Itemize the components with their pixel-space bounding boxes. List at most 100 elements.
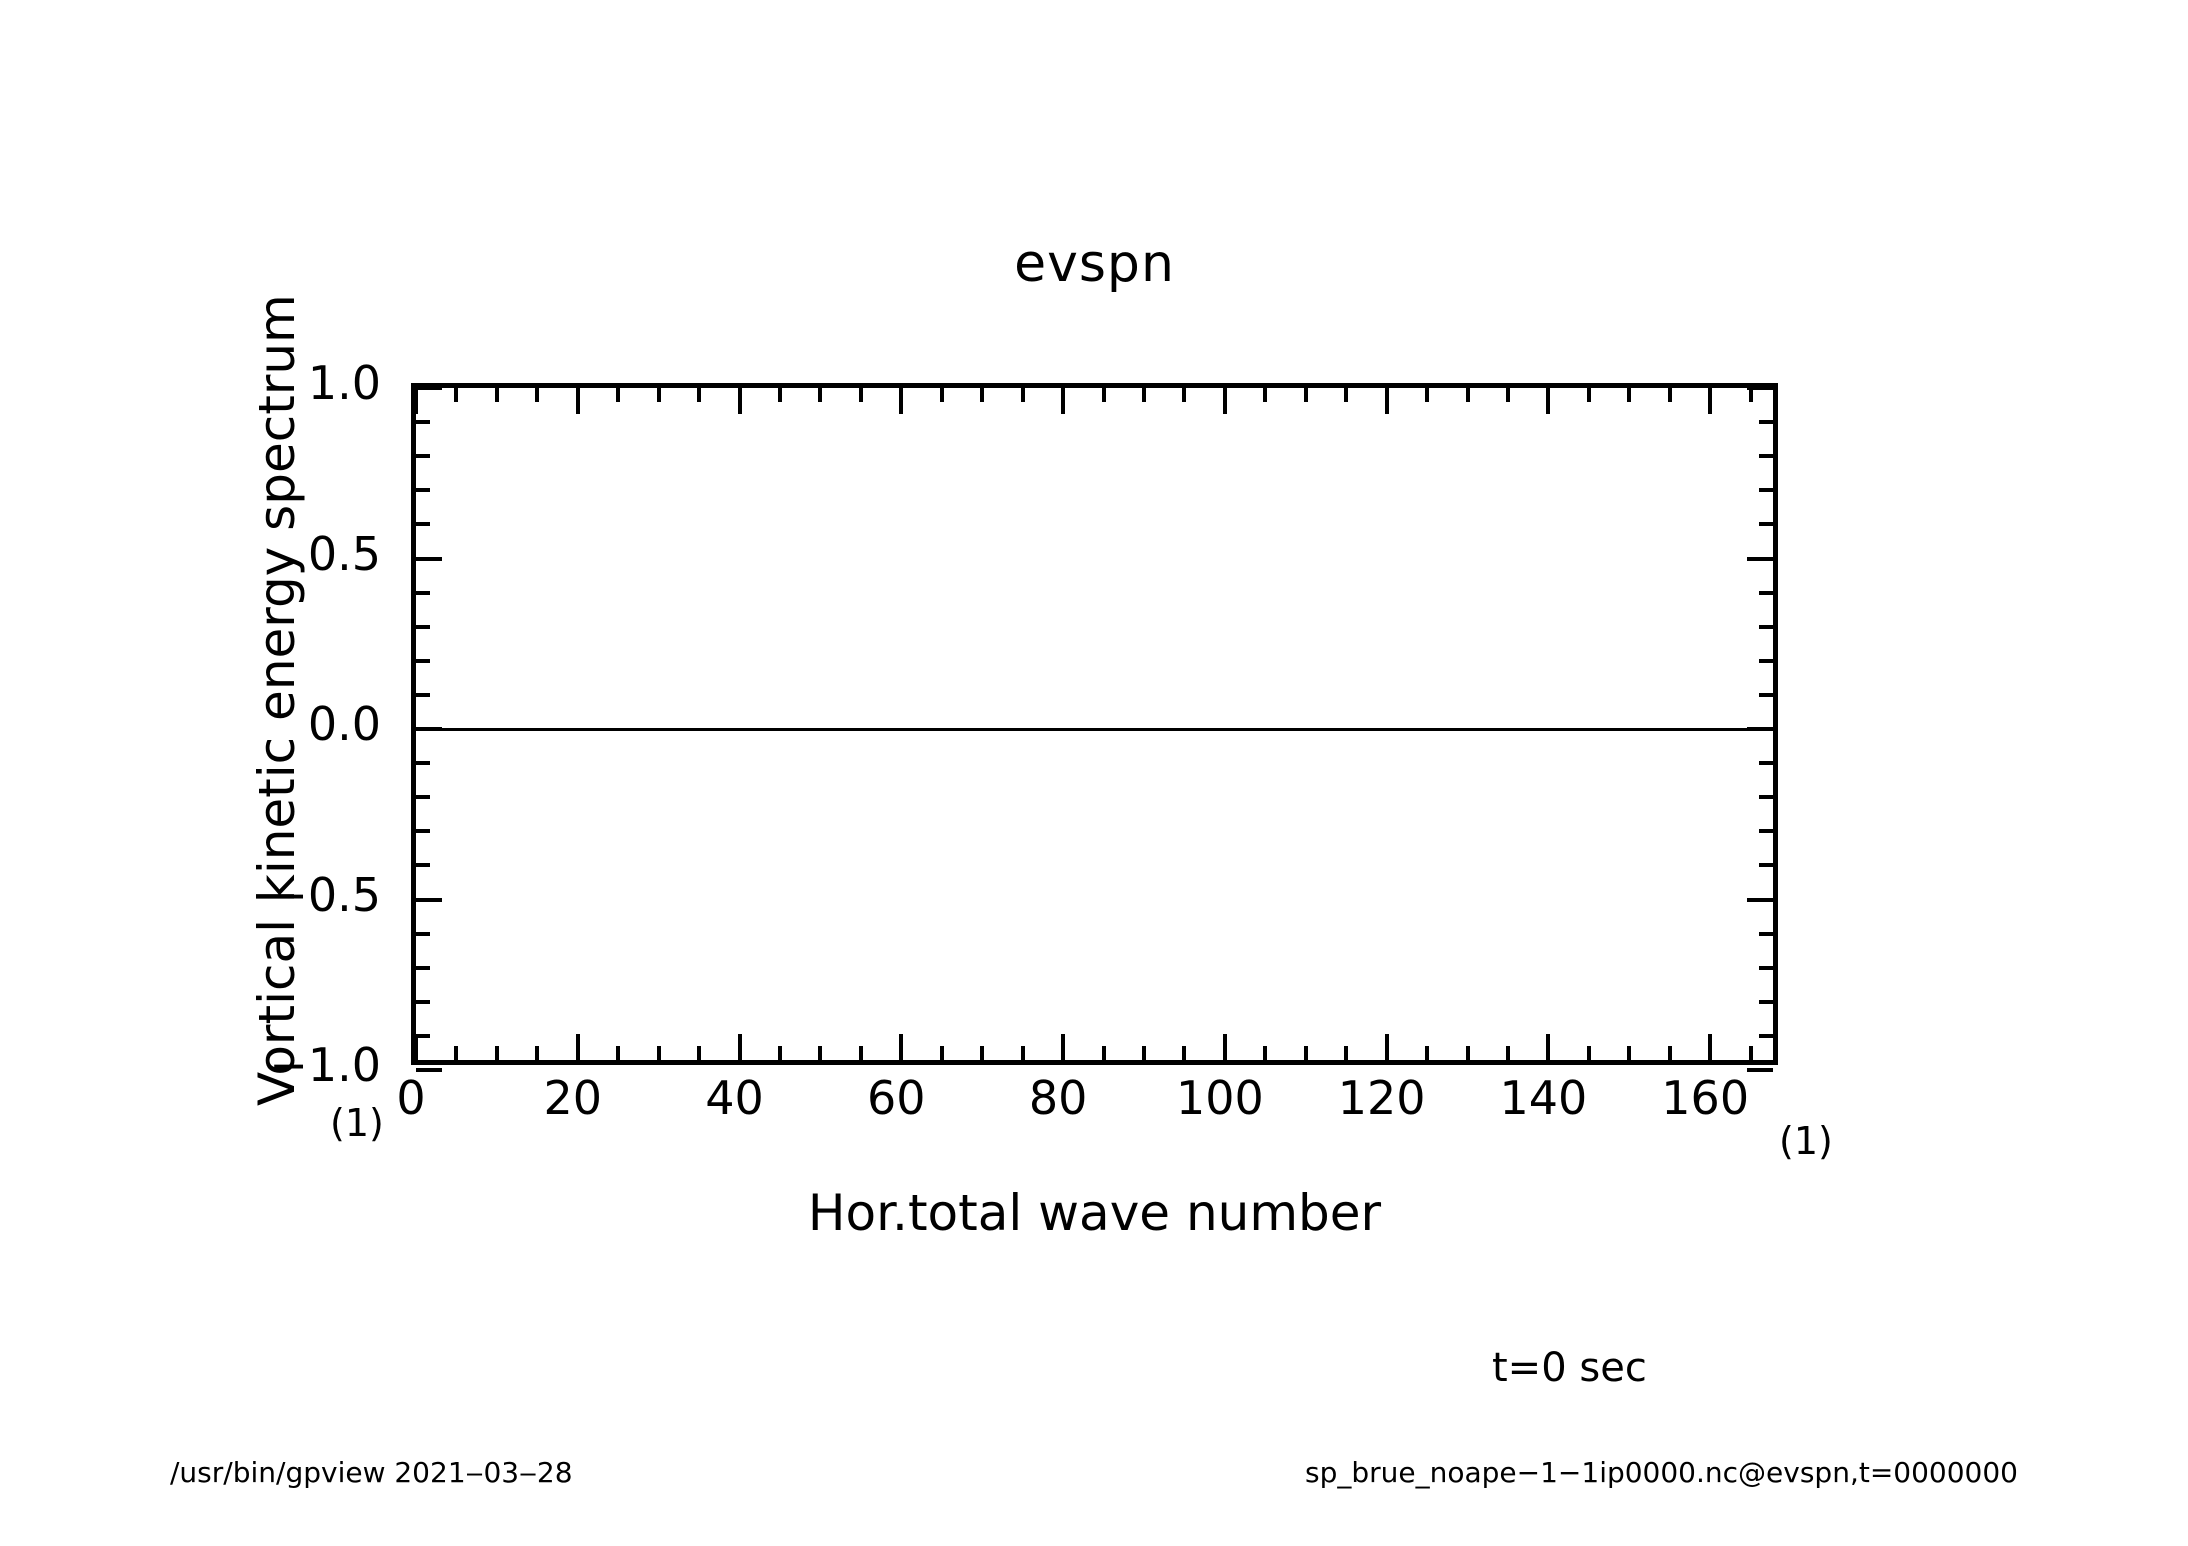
axis-tick (1465, 388, 1470, 402)
y-tick-label: −1.0 (269, 1038, 381, 1092)
axis-tick (535, 1046, 540, 1060)
y-tick-label: 0.0 (307, 697, 381, 751)
axis-tick (416, 522, 430, 527)
axis-tick (980, 388, 985, 402)
axis-tick (1061, 1034, 1066, 1060)
x-tick-label: 120 (1337, 1071, 1426, 1125)
chart-plot-area (411, 383, 1778, 1072)
axis-tick (899, 388, 904, 414)
axis-tick (1182, 388, 1187, 402)
axis-tick (1465, 1046, 1470, 1060)
axis-tick (416, 420, 430, 425)
axis-tick (416, 931, 430, 936)
axis-tick (1759, 931, 1773, 936)
footer-command-and-date: /usr/bin/gpview 2021‒03‒28 (170, 1456, 573, 1489)
axis-tick (1141, 388, 1146, 402)
axis-tick (939, 388, 944, 402)
axis-tick (1759, 761, 1773, 766)
axis-tick (414, 388, 418, 414)
footer-datasource: sp_brue_noape−1−1ip0000.nc@evspn,t=00000… (1304, 1456, 2018, 1489)
axis-tick (416, 624, 430, 629)
axis-tick (818, 1046, 823, 1060)
axis-tick (1222, 388, 1227, 414)
axis-tick (1384, 1034, 1389, 1060)
axis-tick (1182, 1046, 1187, 1060)
axis-tick (1586, 1046, 1591, 1060)
axis-tick (616, 1046, 621, 1060)
axis-tick (1747, 386, 1773, 390)
axis-tick (1020, 388, 1025, 402)
axis-tick (454, 1046, 459, 1060)
axis-tick (656, 388, 661, 402)
axis-tick (1759, 488, 1773, 493)
page-title: evspn (1014, 234, 1175, 294)
axis-tick (535, 388, 540, 402)
axis-tick (416, 999, 430, 1004)
y-tick-label: 0.5 (307, 526, 381, 581)
axis-tick (1505, 388, 1510, 402)
axis-tick (1667, 388, 1672, 402)
axis-tick (1667, 1046, 1672, 1060)
axis-tick (777, 1046, 782, 1060)
axis-tick (416, 1033, 430, 1038)
axis-tick (575, 388, 580, 414)
axis-tick (1747, 556, 1773, 561)
x-tick-label: 0 (396, 1071, 426, 1125)
axis-tick (1759, 829, 1773, 834)
axis-tick (1748, 388, 1753, 402)
axis-tick (1303, 388, 1308, 402)
axis-tick (1759, 522, 1773, 527)
axis-tick (1747, 727, 1773, 731)
axis-tick (416, 1068, 442, 1072)
axis-tick (980, 1046, 985, 1060)
axis-tick (454, 388, 459, 402)
axis-tick (697, 388, 702, 402)
y-axis-title: Vortical kinetic energy spectrum (248, 294, 306, 1106)
axis-tick (416, 795, 430, 800)
axis-tick (416, 692, 430, 697)
axis-tick (939, 1046, 944, 1060)
axis-tick (416, 965, 430, 970)
axis-tick (416, 488, 430, 493)
axis-tick (575, 1034, 580, 1060)
axis-tick (1384, 388, 1389, 414)
x-tick-label: 40 (705, 1071, 764, 1125)
axis-tick (777, 388, 782, 402)
axis-tick (1546, 388, 1551, 414)
axis-tick (1759, 1033, 1773, 1038)
axis-tick (416, 454, 430, 459)
axis-tick (1303, 1046, 1308, 1060)
x-tick-label: 100 (1175, 1071, 1264, 1125)
axis-tick (1759, 692, 1773, 697)
axis-tick (416, 897, 442, 902)
axis-tick (1708, 388, 1713, 414)
axis-tick (416, 556, 442, 561)
axis-tick (416, 829, 430, 834)
axis-tick (1759, 658, 1773, 663)
axis-tick (899, 1034, 904, 1060)
y-axis-unit-label: (1) (330, 1101, 384, 1145)
axis-tick (416, 727, 442, 731)
x-tick-label: 20 (543, 1071, 603, 1125)
axis-tick (1759, 863, 1773, 868)
axis-tick (1759, 795, 1773, 800)
axis-tick (1627, 1046, 1632, 1060)
axis-tick (1020, 1046, 1025, 1060)
axis-tick (1747, 897, 1773, 902)
axis-tick (416, 386, 442, 390)
axis-tick (616, 388, 621, 402)
axis-tick (1708, 1034, 1713, 1060)
axis-tick (1425, 1046, 1430, 1060)
x-tick-label: 80 (1028, 1071, 1088, 1125)
axis-tick (1101, 388, 1106, 402)
axis-tick (1759, 965, 1773, 970)
axis-tick (1546, 1034, 1551, 1060)
axis-tick (494, 1046, 499, 1060)
y-tick-label: 1.0 (307, 356, 381, 410)
axis-tick (1627, 388, 1632, 402)
x-tick-label: 60 (867, 1071, 926, 1125)
data-series-line (416, 728, 1773, 731)
axis-tick (1101, 1046, 1106, 1060)
axis-tick (1141, 1046, 1146, 1060)
axis-tick (1344, 388, 1349, 402)
